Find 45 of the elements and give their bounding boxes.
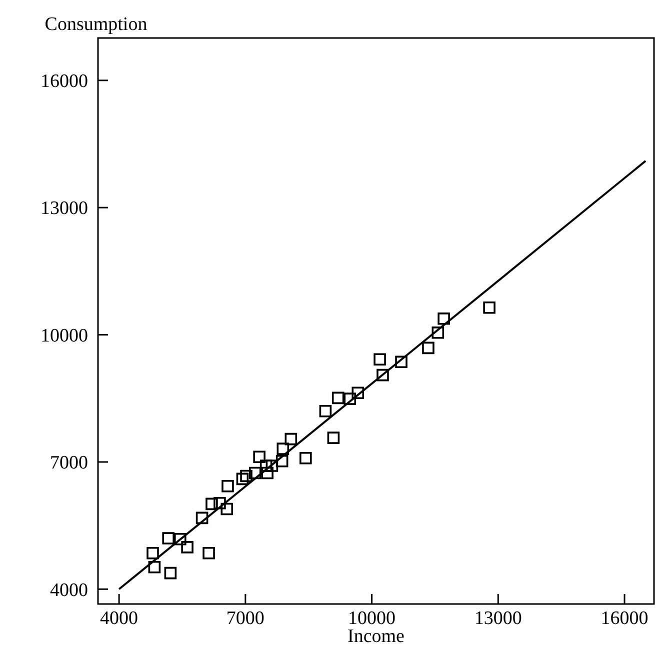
x-axis-title: Income: [348, 626, 404, 647]
point: [332, 392, 344, 404]
point: [248, 466, 262, 480]
point: [253, 450, 266, 464]
y-axis-title: Consumption: [44, 14, 148, 35]
point: [376, 368, 389, 382]
y-tick-label: 4000: [50, 580, 88, 601]
point: [374, 353, 386, 366]
point: [300, 452, 312, 464]
y-tick-label: 16000: [40, 71, 88, 92]
point: [164, 566, 177, 580]
point: [284, 432, 298, 446]
point: [352, 386, 364, 400]
y-tick-label: 13000: [40, 198, 88, 220]
point: [146, 546, 159, 560]
point: [344, 392, 356, 405]
point: [222, 480, 234, 492]
point: [261, 466, 274, 480]
point: [276, 442, 290, 455]
x-tick-label: 13000: [474, 608, 522, 629]
point: [438, 312, 450, 325]
point: [220, 502, 234, 516]
x-tick-label: 4000: [100, 608, 138, 629]
x-tick-label: 10000: [348, 608, 396, 629]
point: [319, 404, 332, 418]
point: [422, 342, 434, 354]
point: [174, 532, 186, 546]
point: [202, 546, 215, 560]
point: [395, 356, 408, 368]
point: [236, 472, 249, 486]
point: [240, 470, 252, 482]
y-tick-label: 7000: [50, 452, 88, 474]
point: [214, 496, 226, 510]
x-tick-label: 16000: [600, 608, 648, 629]
point: [276, 454, 288, 468]
point: [196, 512, 208, 524]
point: [483, 302, 496, 314]
y-tick-label: 10000: [40, 325, 88, 346]
point: [162, 532, 174, 544]
point: [432, 326, 444, 339]
x-tick-label: 7000: [226, 608, 264, 629]
point: [206, 498, 218, 510]
point: [327, 432, 340, 444]
point: [148, 560, 161, 574]
point: [181, 541, 194, 554]
